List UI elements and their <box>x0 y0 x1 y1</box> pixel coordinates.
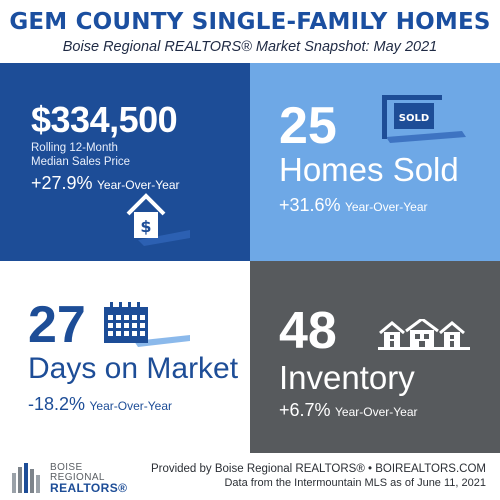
page-subtitle: Boise Regional REALTORS® Market Snapshot… <box>62 39 438 55</box>
page-title: GEM COUNTY SINGLE-FAMILY HOMES <box>9 9 491 35</box>
sold-sign-text: SOLD <box>399 113 429 124</box>
footer: BOISE REGIONAL REALTORS® Provided by Boi… <box>0 453 500 500</box>
inventory-change: +6.7% Year-Over-Year <box>279 400 418 420</box>
logo-line-regional: REGIONAL <box>50 472 105 483</box>
boise-regional-realtors-logo: BOISE REGIONAL REALTORS® <box>10 461 127 495</box>
days-on-market-tile: 27 Days on Market -18.2% Year-Over-Year <box>0 261 250 453</box>
header: GEM COUNTY SINGLE-FAMILY HOMES Boise Reg… <box>0 0 500 62</box>
homes-sold-label: Homes Sold <box>279 151 459 188</box>
inventory-value: 48 <box>279 302 337 360</box>
median-price-tile: $334,500 Rolling 12-Month Median Sales P… <box>0 63 250 261</box>
calendar-icon <box>104 302 190 347</box>
logo-mark-icon <box>12 463 40 493</box>
provided-by-text: Provided by Boise Regional REALTORS® • B… <box>150 463 486 475</box>
days-on-market-value: 27 <box>28 296 86 354</box>
inventory-label: Inventory <box>279 359 415 396</box>
footer-credits: Provided by Boise Regional REALTORS® • B… <box>151 463 486 489</box>
homes-sold-tile: 25 Homes Sold +31.6% Year-Over-Year SOLD <box>250 63 500 261</box>
houses-icon <box>378 319 470 350</box>
median-price-label: Rolling 12-Month Median Sales Price <box>31 142 131 168</box>
logo-line-boise: BOISE <box>50 462 83 473</box>
median-price-value: $334,500 <box>31 99 178 140</box>
svg-text:$: $ <box>140 217 151 236</box>
median-price-change: +27.9% Year-Over-Year <box>31 173 180 193</box>
homes-sold-value: 25 <box>279 97 337 155</box>
inventory-tile: 48 Inventory +6.7% Year-Over-Year <box>250 261 500 453</box>
days-on-market-change: -18.2% Year-Over-Year <box>28 394 172 414</box>
homes-sold-change: +31.6% Year-Over-Year <box>279 195 428 215</box>
data-source-text: Data from the Intermountain MLS as of Ju… <box>224 477 486 489</box>
house-dollar-icon: $ <box>126 193 190 246</box>
logo-line-realtors: REALTORS® <box>50 481 128 495</box>
days-on-market-label: Days on Market <box>28 352 239 385</box>
sold-sign-icon: SOLD <box>382 95 466 143</box>
